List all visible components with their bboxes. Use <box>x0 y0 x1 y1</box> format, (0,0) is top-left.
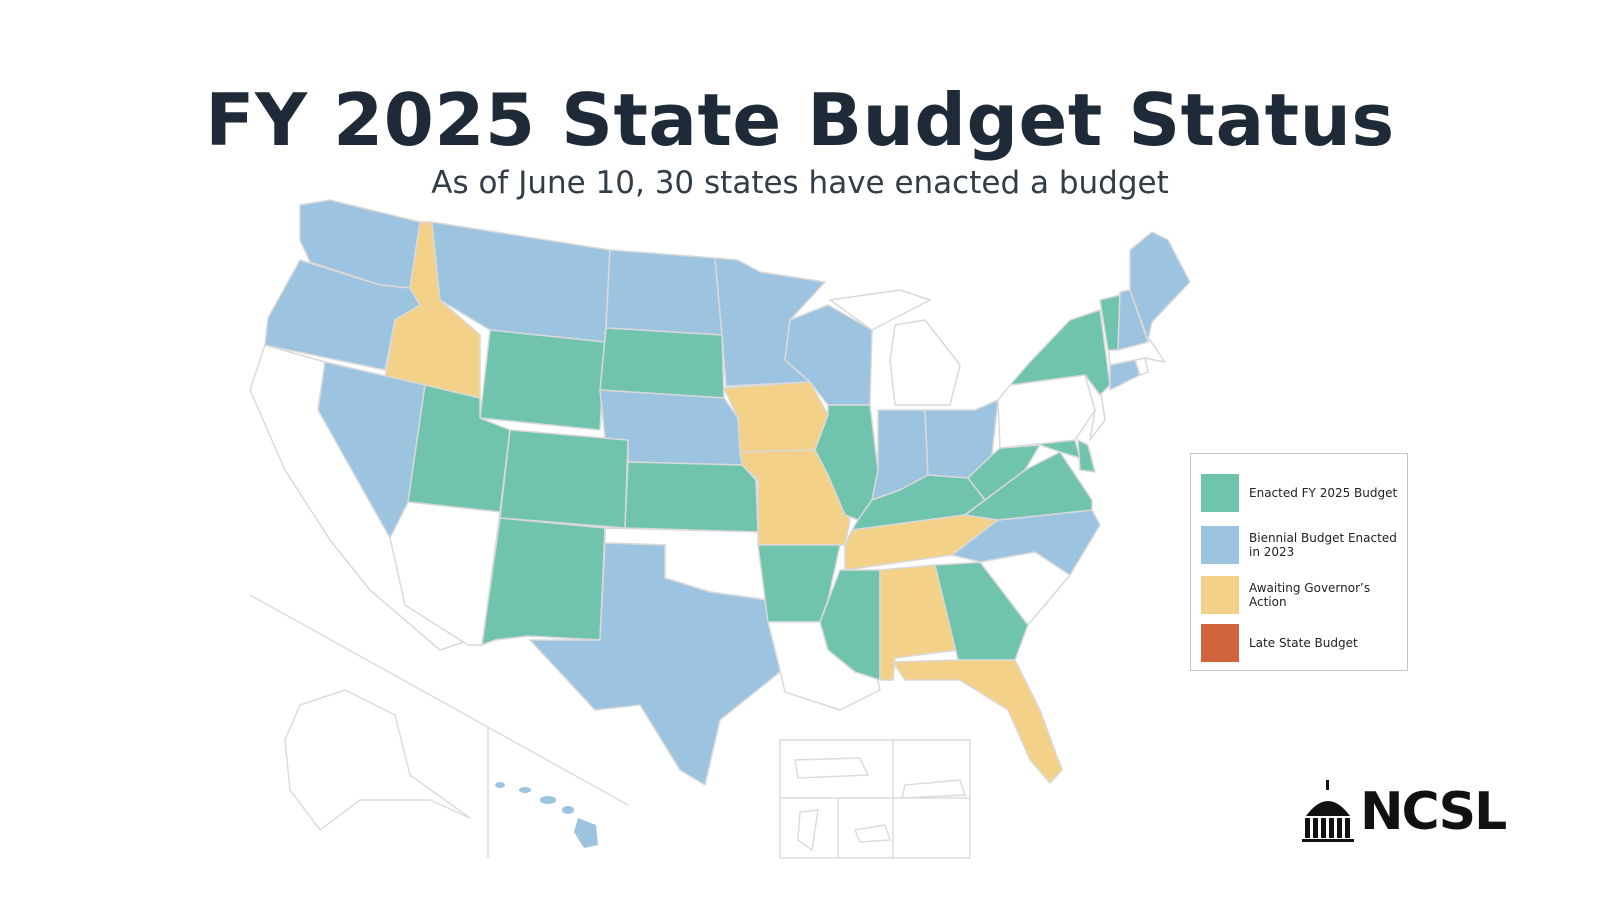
capitol-dome-icon <box>1302 780 1354 842</box>
legend-item-awaiting: Awaiting Governor’s Action <box>1201 576 1401 616</box>
state-me <box>1129 231 1191 341</box>
legend-swatch-awaiting <box>1201 576 1239 614</box>
state-ia <box>723 381 829 453</box>
state-sd <box>599 327 725 399</box>
legend-label-enacted: Enacted FY 2025 Budget <box>1249 486 1398 500</box>
legend: Enacted FY 2025 Budget Biennial Budget E… <box>1190 453 1408 671</box>
state-tx <box>529 542 781 786</box>
legend-item-biennial: Biennial Budget Enacted in 2023 <box>1201 526 1401 566</box>
page-subtitle: As of June 10, 30 states have enacted a … <box>431 165 1169 201</box>
legend-item-late: Late State Budget <box>1201 624 1401 664</box>
state-nd <box>605 249 723 336</box>
legend-swatch-late <box>1201 624 1239 662</box>
state-wy <box>479 329 606 431</box>
page-title: FY 2025 State Budget Status <box>205 78 1395 162</box>
legend-swatch-biennial <box>1201 526 1239 564</box>
state-ga <box>934 561 1029 661</box>
state-co <box>499 429 629 529</box>
state-ny <box>1009 309 1111 396</box>
state-mi <box>829 289 961 406</box>
state-hi <box>495 782 598 848</box>
inset-boundaries <box>249 594 971 859</box>
state-az <box>389 501 501 646</box>
state-ak <box>284 689 471 832</box>
state-il <box>814 404 879 521</box>
state-pa <box>997 374 1096 449</box>
logo-text: NCSL <box>1360 782 1507 842</box>
state-fl <box>892 659 1063 784</box>
state-nh <box>1117 289 1149 351</box>
state-de <box>1077 439 1096 473</box>
ncsl-logo: NCSL <box>1300 780 1510 850</box>
state-nm <box>481 517 606 646</box>
legend-label-biennial: Biennial Budget Enacted in 2023 <box>1249 531 1397 559</box>
state-ks <box>624 461 759 533</box>
legend-label-awaiting: Awaiting Governor’s Action <box>1249 581 1371 609</box>
legend-item-enacted: Enacted FY 2025 Budget <box>1201 474 1401 514</box>
legend-swatch-enacted <box>1201 474 1239 512</box>
legend-label-late: Late State Budget <box>1249 636 1358 650</box>
